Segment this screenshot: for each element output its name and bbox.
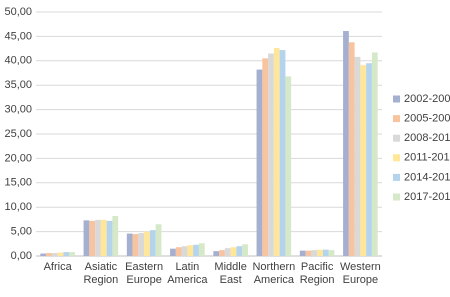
bar: [328, 250, 335, 256]
legend-swatch: [393, 193, 400, 201]
bar: [230, 247, 237, 256]
legend-label: 2014-2016: [404, 171, 450, 183]
bar: [132, 234, 139, 256]
y-tick-label: 20,00: [4, 152, 32, 164]
legend-label: 2005-2007: [404, 113, 450, 125]
bar: [187, 245, 194, 256]
legend-label: 2008-2010: [404, 132, 450, 144]
bar: [219, 250, 225, 256]
bar: [198, 243, 205, 256]
x-tick-label: Africa: [43, 261, 72, 273]
bar: [279, 50, 286, 257]
bar: [63, 252, 70, 256]
bar: [213, 251, 220, 256]
bar: [348, 42, 355, 257]
bar: [242, 244, 248, 256]
legend-label: 2017-2019: [404, 191, 450, 203]
bar: [138, 233, 145, 256]
bar: [126, 233, 133, 256]
bar: [106, 220, 113, 256]
legend-swatch: [393, 95, 400, 103]
y-tick-label: 25,00: [4, 128, 32, 140]
bar: [317, 249, 323, 256]
y-tick-label: 5,00: [11, 226, 32, 238]
bar: [175, 247, 182, 256]
bar: [69, 252, 75, 256]
bar: [311, 250, 318, 256]
x-tick-label: Eastern Europe: [125, 261, 164, 286]
bar: [40, 253, 47, 256]
bar: [46, 253, 52, 256]
bar: [170, 248, 176, 256]
y-tick-label: 15,00: [4, 177, 32, 189]
bar: [322, 249, 329, 256]
legend-swatch: [393, 134, 400, 142]
bar: [144, 231, 150, 256]
x-tick-label: Latin America: [167, 261, 208, 286]
x-tick-label: Western Europe: [339, 261, 381, 286]
y-tick-label: 40,00: [4, 55, 32, 67]
x-tick-label: Asiatic Region: [83, 261, 119, 286]
bar: [95, 219, 101, 256]
y-tick-label: 45,00: [4, 30, 32, 42]
bar: [149, 230, 156, 256]
legend-swatch: [393, 173, 400, 181]
y-tick-label: 30,00: [4, 104, 32, 116]
bar: [181, 246, 188, 256]
bar: [51, 253, 58, 256]
x-tick-label: Middle East: [214, 261, 247, 286]
bar: [236, 246, 243, 256]
bar: [285, 76, 292, 256]
y-tick-label: 10,00: [4, 201, 32, 213]
y-tick-label: 50,00: [4, 6, 32, 18]
legend-swatch: [393, 154, 400, 162]
bar: [193, 244, 199, 256]
x-tick-label: Northern America: [252, 261, 296, 286]
bar: [112, 215, 119, 256]
bar: [354, 56, 361, 257]
y-tick-label: 35,00: [4, 79, 32, 91]
bar: [273, 48, 280, 256]
bar: [256, 69, 263, 256]
bar: [224, 248, 231, 256]
bar: [89, 220, 96, 256]
x-tick-label: Pacific Region: [299, 261, 335, 286]
bar: [360, 65, 367, 256]
bar: [371, 52, 378, 257]
bar: [305, 250, 312, 256]
bar: [262, 58, 269, 256]
legend-label: 2011-2013: [404, 152, 450, 164]
legend-swatch: [393, 115, 400, 123]
bar: [268, 53, 274, 257]
bar: [155, 224, 162, 256]
bar: [343, 31, 349, 257]
bar: [57, 252, 64, 256]
bar: [83, 220, 90, 256]
bar: [100, 219, 107, 256]
y-tick-label: 0,00: [11, 250, 32, 262]
bar: [366, 63, 372, 256]
legend-label: 2002-2004: [404, 93, 450, 105]
bar: [299, 250, 306, 256]
